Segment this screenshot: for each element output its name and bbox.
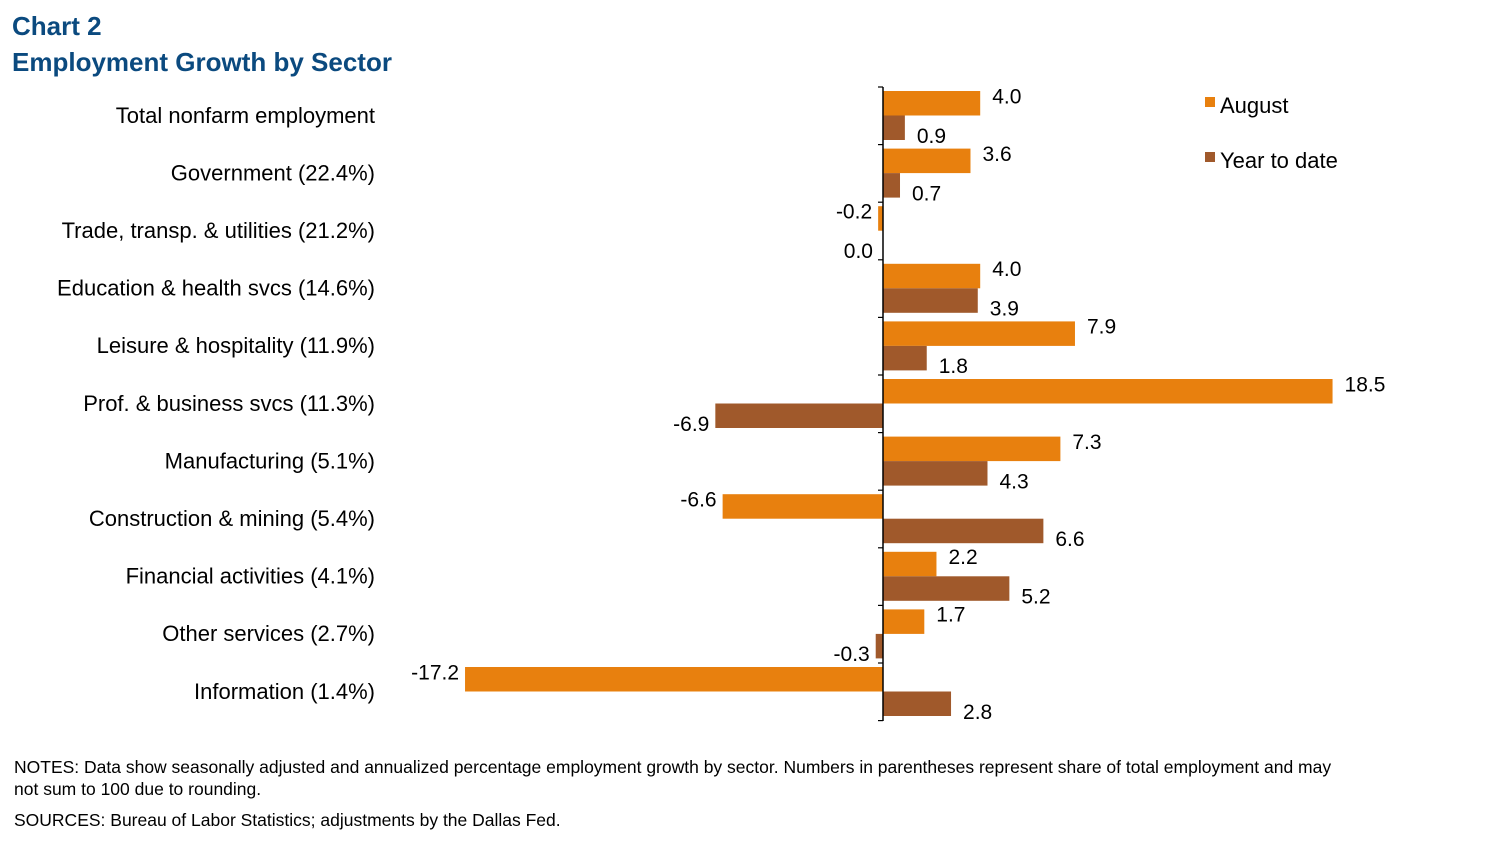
- category-label: Prof. & business svcs (11.3%): [83, 391, 375, 416]
- bar-august: [883, 551, 937, 577]
- data-label: 4.0: [992, 258, 1021, 281]
- category-label: Government (22.4%): [171, 160, 375, 185]
- category-label: Financial activities (4.1%): [126, 564, 375, 589]
- chart-sources: SOURCES: Bureau of Labor Statistics; adj…: [14, 810, 561, 830]
- labels-group: Total nonfarm employment Government (22.4…: [57, 85, 1385, 724]
- category-label: Information (1.4%): [194, 679, 375, 704]
- bar-august: [465, 667, 883, 692]
- data-label: 1.7: [936, 604, 965, 627]
- data-label: 0.0: [844, 240, 873, 263]
- category-label: Education & health svcs (14.6%): [57, 276, 375, 301]
- bar-august: [883, 263, 981, 289]
- bar-year-to-date: [883, 461, 988, 486]
- data-label: 0.9: [917, 125, 946, 148]
- category-label: Leisure & hospitality (11.9%): [97, 333, 375, 358]
- bar-august: [883, 91, 981, 116]
- data-label: -0.3: [834, 643, 870, 666]
- data-label: 7.3: [1072, 431, 1101, 454]
- legend-swatch: [1205, 97, 1215, 107]
- category-label: Trade, transp. & utilities (21.2%): [62, 218, 375, 243]
- legend-label: Year to date: [1220, 148, 1338, 173]
- data-label: 3.9: [990, 298, 1019, 321]
- category-label: Manufacturing (5.1%): [165, 448, 375, 473]
- legend-swatch: [1205, 152, 1215, 162]
- legend: August Year to date: [1205, 93, 1338, 173]
- data-label: 5.2: [1021, 586, 1050, 609]
- bar-august: [883, 148, 971, 174]
- data-label: 4.3: [999, 470, 1028, 493]
- data-label: 4.0: [992, 85, 1021, 108]
- data-label: 3.6: [982, 143, 1011, 166]
- bar-august: [883, 321, 1075, 346]
- data-label: 7.9: [1087, 316, 1116, 339]
- chart-number: Chart 2: [12, 11, 102, 41]
- axis-group: [878, 86, 884, 722]
- data-label: 2.8: [963, 701, 992, 724]
- bar-august: [883, 436, 1061, 462]
- legend-label: August: [1220, 93, 1289, 118]
- bar-year-to-date: [883, 115, 905, 140]
- bar-august: [883, 379, 1333, 404]
- category-label: Total nonfarm employment: [116, 103, 375, 128]
- bar-year-to-date: [875, 633, 883, 659]
- data-label: -6.6: [680, 488, 716, 511]
- bar-august: [722, 494, 883, 519]
- data-label: -0.2: [836, 200, 872, 223]
- category-label: Construction & mining (5.4%): [89, 506, 375, 531]
- data-label: -6.9: [673, 413, 709, 436]
- data-label: 0.7: [912, 182, 941, 205]
- bar-year-to-date: [715, 403, 883, 428]
- bars-group: [465, 91, 1333, 716]
- data-label: 2.2: [948, 546, 977, 569]
- data-label: -17.2: [411, 661, 459, 684]
- bar-year-to-date: [883, 288, 978, 313]
- data-label: 18.5: [1345, 373, 1386, 396]
- chart-title-block: Chart 2 Employment Growth by Sector: [12, 8, 392, 80]
- chart-title: Employment Growth by Sector: [12, 47, 392, 77]
- bar-year-to-date: [883, 518, 1044, 544]
- bar-august: [883, 609, 925, 634]
- data-label: 6.6: [1055, 528, 1084, 551]
- bar-year-to-date: [883, 691, 952, 716]
- chart-notes: NOTES: Data show seasonally adjusted and…: [14, 757, 1332, 799]
- data-label: 1.8: [939, 355, 968, 378]
- category-label: Other services (2.7%): [162, 621, 375, 646]
- bar-year-to-date: [883, 576, 1010, 601]
- bar-year-to-date: [883, 345, 927, 371]
- bar-august: [878, 206, 883, 231]
- bar-year-to-date: [883, 173, 901, 198]
